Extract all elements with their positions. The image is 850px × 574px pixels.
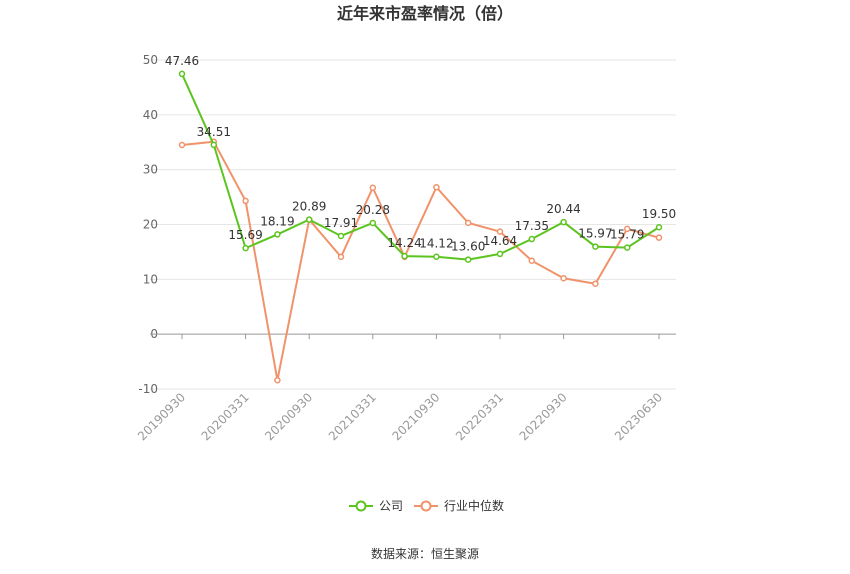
company-point[interactable]: [560, 218, 567, 226]
company-point[interactable]: [210, 141, 218, 149]
company-point[interactable]: [496, 250, 504, 258]
industry-median-point[interactable]: [242, 197, 249, 205]
industry-median-point[interactable]: [655, 234, 663, 241]
company-data-label: 17.35: [515, 219, 549, 233]
industry-median-point[interactable]: [337, 253, 345, 261]
industry-median-point[interactable]: [464, 219, 472, 227]
company-data-label: 20.89: [292, 200, 326, 214]
company-point[interactable]: [528, 235, 536, 243]
x-tick-label: 20210331: [326, 390, 379, 443]
company-data-label: 15.69: [228, 228, 262, 242]
x-tick-label: 20190930: [135, 390, 188, 443]
industry-median-point[interactable]: [433, 183, 440, 191]
industry-median-line: [181, 140, 660, 381]
y-tick-label: 40: [143, 108, 158, 122]
grid-lines: [150, 59, 676, 390]
series-layer: [178, 70, 663, 384]
company-data-label: 47.46: [165, 54, 199, 68]
y-tick-label: 50: [143, 53, 158, 67]
company-point[interactable]: [464, 256, 472, 263]
industry-median-point[interactable]: [496, 228, 504, 235]
company-point[interactable]: [433, 253, 440, 260]
legend-item-industry-median[interactable]: 行业中位数: [414, 498, 504, 513]
company-data-label: 18.19: [260, 214, 294, 228]
company-point[interactable]: [337, 232, 345, 240]
industry-median-point[interactable]: [369, 184, 377, 192]
y-tick-label: -10: [138, 382, 158, 396]
industry-median-point[interactable]: [560, 274, 567, 282]
data-source: 数据来源：恒生聚源: [371, 546, 479, 561]
y-tick-label: 20: [143, 218, 158, 232]
industry-median-point[interactable]: [528, 257, 536, 264]
company-line: [181, 73, 660, 261]
legend-company-marker: [355, 500, 367, 512]
company-data-label: 19.50: [642, 207, 676, 221]
legend-company-label: 公司: [379, 499, 403, 513]
industry-median-point[interactable]: [592, 280, 599, 287]
company-data-label: 17.91: [324, 216, 358, 230]
company-point[interactable]: [274, 231, 281, 238]
x-tick-label: 20230630: [612, 390, 665, 443]
legend-industry-marker: [420, 500, 432, 512]
x-tick-label: 20220331: [453, 390, 506, 443]
legend-industry-label: 行业中位数: [444, 498, 504, 513]
company-data-label: 15.79: [610, 228, 644, 242]
company-data-label: 20.44: [546, 202, 580, 216]
company-point[interactable]: [178, 70, 186, 78]
company-point[interactable]: [655, 223, 663, 231]
industry-median-point[interactable]: [623, 225, 631, 233]
company-data-label: 14.64: [483, 234, 517, 248]
legend-item-company[interactable]: 公司: [349, 499, 403, 513]
company-data-label: 13.60: [451, 240, 485, 254]
company-data-label: 15.97: [578, 227, 612, 241]
legend[interactable]: 公司 行业中位数: [349, 498, 504, 513]
chart-title: 近年来市盈率情况（倍）: [337, 4, 513, 23]
company-data-label: 34.51: [197, 125, 231, 139]
y-tick-label: 10: [143, 272, 158, 286]
company-point[interactable]: [242, 244, 249, 252]
x-tick-label: 20200930: [262, 390, 315, 443]
company-data-label: 14.12: [419, 237, 453, 251]
y-tick-label: 30: [143, 163, 158, 177]
company-data-label: 14.24: [387, 236, 421, 250]
industry-median-point[interactable]: [274, 376, 281, 384]
x-tick-label: 20220930: [517, 390, 570, 443]
company-point[interactable]: [369, 219, 377, 227]
company-data-label: 20.28: [356, 203, 390, 217]
company-point[interactable]: [623, 244, 631, 251]
x-tick-label: 20210930: [389, 390, 442, 443]
industry-median-point[interactable]: [178, 141, 186, 149]
company-point[interactable]: [305, 216, 313, 223]
company-point[interactable]: [401, 252, 408, 260]
x-tick-label: 20200331: [199, 390, 252, 443]
company-point[interactable]: [592, 243, 599, 250]
